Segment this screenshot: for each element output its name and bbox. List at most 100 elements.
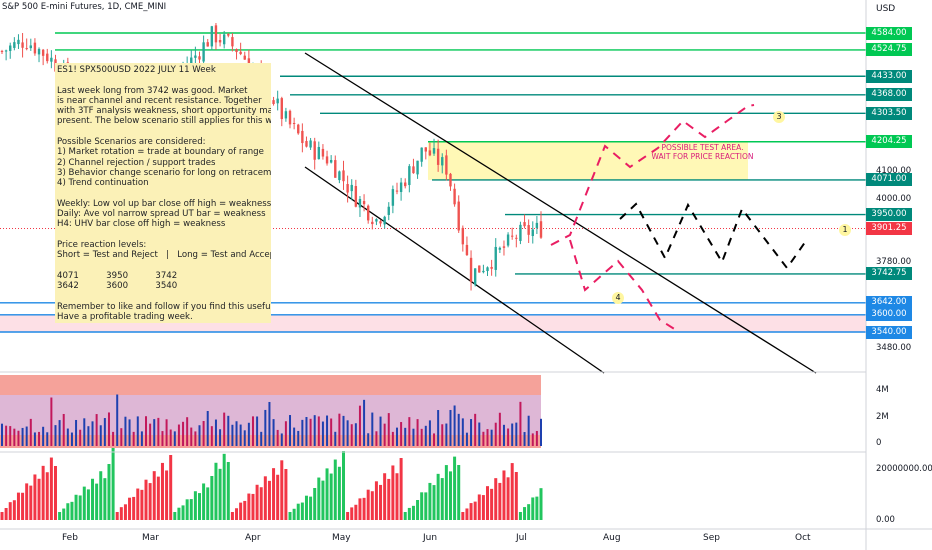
volume-bar bbox=[387, 413, 390, 446]
volume-bar bbox=[214, 419, 217, 446]
price-tag-4071-00: 4071.00 bbox=[866, 173, 912, 187]
oscillator-bar bbox=[107, 464, 111, 520]
volume-bar bbox=[112, 431, 115, 446]
volume-bar bbox=[400, 422, 403, 446]
oscillator-bar bbox=[210, 476, 214, 520]
volume-bar bbox=[1, 423, 3, 446]
oscillator-bar bbox=[8, 502, 12, 520]
volume-bar bbox=[527, 415, 530, 446]
candle-body bbox=[432, 148, 436, 154]
oscillator-bar bbox=[395, 473, 399, 520]
volume-bar bbox=[540, 418, 542, 446]
oscillator-bar bbox=[115, 512, 119, 520]
candle-body bbox=[350, 184, 353, 192]
candle-body bbox=[338, 171, 341, 181]
oscillator-bar bbox=[111, 448, 115, 520]
oscillator-bar bbox=[33, 474, 37, 520]
candle-body bbox=[424, 147, 427, 152]
volume-bar bbox=[330, 418, 333, 446]
chart-header: S&P 500 E-mini Futures, 1D, CME_MINI bbox=[2, 2, 167, 12]
volume-bar bbox=[293, 427, 296, 446]
candle-body bbox=[494, 246, 497, 270]
oscillator-bar bbox=[379, 484, 383, 520]
volume-bar bbox=[42, 426, 45, 446]
volume-bar bbox=[95, 414, 98, 446]
oscillator-bar bbox=[37, 478, 41, 520]
volume-bar bbox=[511, 423, 514, 446]
candle-body bbox=[535, 222, 539, 229]
oscillator-bar bbox=[132, 496, 136, 520]
oscillator-bar bbox=[148, 483, 152, 520]
oscillator-bar bbox=[506, 477, 510, 520]
oscillator-bar bbox=[4, 508, 8, 520]
x-tick-label-may: May bbox=[332, 533, 351, 543]
candle-body bbox=[519, 224, 522, 241]
candle-body bbox=[416, 160, 419, 175]
analysis-note[interactable]: ES1! SPX500USD 2022 JULY 11 Week Last we… bbox=[55, 63, 271, 323]
candle-body bbox=[190, 57, 193, 67]
oscillator-bar bbox=[82, 486, 86, 520]
candle-body bbox=[272, 100, 275, 104]
volume-bar bbox=[326, 415, 329, 446]
candle-body bbox=[510, 235, 514, 237]
candle-body bbox=[531, 229, 534, 237]
oscillator-bar bbox=[518, 512, 522, 520]
oscillator-tick-label: 0.00 bbox=[876, 515, 895, 525]
oscillator-bar bbox=[333, 459, 337, 520]
pink-scenario-up-path bbox=[550, 104, 755, 246]
volume-bar bbox=[75, 419, 78, 446]
oscillator-bar bbox=[136, 488, 140, 520]
oscillator-bar bbox=[366, 489, 370, 520]
volume-bar bbox=[219, 429, 222, 446]
candle-body bbox=[25, 48, 28, 50]
oscillator-bar bbox=[99, 471, 103, 520]
candle-body bbox=[465, 244, 469, 256]
volume-bar bbox=[379, 416, 382, 446]
oscillator-bar bbox=[539, 488, 543, 520]
oscillator-tick-label: 20000000.00 bbox=[876, 464, 932, 474]
volume-bar bbox=[194, 431, 197, 446]
oscillator-bar bbox=[267, 480, 271, 520]
volume-bar bbox=[87, 426, 90, 446]
volume-bar bbox=[416, 419, 419, 446]
volume-bar bbox=[519, 401, 522, 446]
candle-body bbox=[239, 51, 242, 55]
volume-bar bbox=[120, 428, 123, 446]
volume-bar bbox=[124, 416, 127, 446]
candle-body bbox=[210, 26, 214, 47]
oscillator-bar bbox=[29, 485, 33, 520]
volume-bar bbox=[367, 433, 370, 446]
volume-bar bbox=[116, 394, 119, 446]
volume-bar bbox=[186, 417, 189, 446]
candle-body bbox=[420, 147, 423, 162]
x-tick-label-jul: Jul bbox=[516, 533, 527, 543]
candle-body bbox=[317, 146, 321, 160]
oscillator-bar bbox=[247, 493, 251, 520]
candle-body bbox=[301, 130, 304, 144]
x-tick-label-oct: Oct bbox=[795, 533, 811, 543]
volume-bar bbox=[128, 419, 131, 446]
oscillator-bar bbox=[284, 469, 288, 520]
oscillator-bar bbox=[304, 495, 308, 520]
price-tag-4584-00: 4584.00 bbox=[866, 26, 912, 40]
candle-body bbox=[194, 55, 197, 58]
volume-bar bbox=[25, 426, 28, 446]
oscillator-bar bbox=[288, 512, 292, 520]
volume-bar bbox=[280, 433, 283, 446]
candle-body bbox=[453, 188, 456, 205]
volume-bar bbox=[157, 417, 160, 446]
oscillator-bar bbox=[222, 453, 226, 520]
candle-body bbox=[346, 184, 349, 193]
price-tag-3540-00: 3540.00 bbox=[866, 325, 912, 339]
oscillator-bar bbox=[0, 512, 4, 520]
candle-body bbox=[198, 56, 201, 60]
volume-bar bbox=[441, 424, 444, 446]
candle-body bbox=[50, 57, 53, 62]
oscillator-bar bbox=[374, 481, 378, 520]
candle-body bbox=[428, 150, 432, 156]
y-tick-label: 3780.00 bbox=[876, 257, 912, 268]
oscillator-bar bbox=[177, 507, 181, 520]
oscillator-bar bbox=[202, 483, 206, 520]
volume-bar bbox=[17, 430, 20, 446]
